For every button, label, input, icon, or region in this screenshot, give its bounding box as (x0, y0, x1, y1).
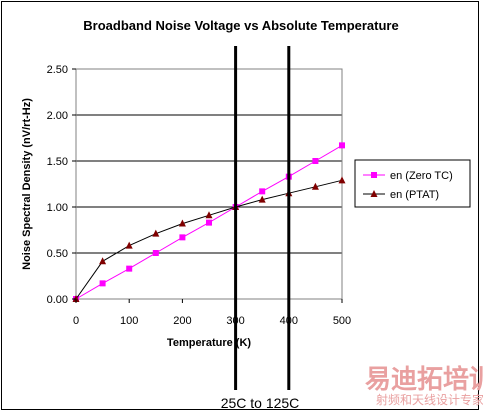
tick-labels: 0.000.501.001.502.002.500100200300400500 (47, 64, 352, 327)
plot-area-border (75, 68, 343, 300)
point-0-9 (312, 158, 319, 164)
point-1-1 (99, 257, 107, 265)
legend-marker-zero-tc (371, 172, 377, 178)
point-1-9 (311, 182, 319, 190)
y-axis-title: Noise Spectral Density (nV/rt-Hz) (21, 98, 33, 270)
legend-marker-ptat (370, 190, 378, 197)
point-0-1 (99, 280, 106, 287)
point-1-2 (125, 241, 133, 249)
point-0-10 (339, 142, 345, 149)
series-line-1 (75, 179, 343, 300)
point-1-10 (338, 176, 346, 184)
watermark-main-text: 易迪拓培训 (365, 365, 483, 395)
point-1-4 (178, 219, 186, 227)
point-0-3 (152, 250, 159, 256)
y-tick-label-5: 2.50 (47, 64, 68, 76)
y-tick-label-2: 1.00 (47, 202, 68, 214)
point-0-5 (206, 219, 212, 226)
x-axis-title: Temperature (K) (167, 337, 251, 349)
grid-lines (76, 114, 342, 254)
legend-box (354, 159, 471, 208)
series-0 (73, 142, 345, 302)
y-tick-label-4: 2.00 (47, 110, 68, 122)
watermark-logo: 易迪拓培训 射频和天线设计专家 (365, 365, 483, 407)
temperature-range-annotation: 25C to 125C (221, 395, 300, 411)
series-layer (72, 142, 346, 302)
point-1-5 (205, 211, 213, 219)
x-tick-label-1: 100 (120, 315, 138, 327)
chart-title: Broadband Noise Voltage vs Absolute Temp… (83, 18, 398, 33)
legend-label-ptat: en (PTAT) (390, 189, 439, 201)
x-tick-label-5: 500 (333, 315, 351, 327)
point-0-2 (126, 265, 133, 272)
point-0-7 (259, 188, 266, 195)
y-tick-label-3: 1.50 (47, 156, 68, 168)
point-0-4 (179, 234, 186, 241)
y-tick-label-1: 0.50 (47, 248, 68, 260)
point-1-7 (258, 195, 266, 203)
legend-label-zero-tc: en (Zero TC) (390, 170, 453, 182)
y-tick-label-0: 0.00 (47, 294, 68, 306)
temperature-range-markers (234, 46, 291, 390)
point-1-3 (152, 229, 160, 237)
watermark-sub-text: 射频和天线设计专家 (376, 392, 483, 407)
x-tick-label-2: 200 (173, 315, 191, 327)
legend: en (Zero TC) en (PTAT) (354, 159, 471, 208)
series-1 (72, 176, 346, 302)
x-tick-label-0: 0 (73, 315, 79, 327)
